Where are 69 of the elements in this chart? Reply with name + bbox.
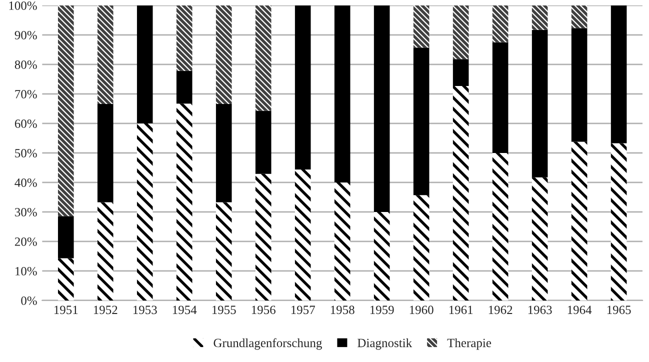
bar [492, 42, 508, 153]
y-tick-label: 30% [15, 208, 37, 216]
y-tick-label: 60% [14, 119, 37, 128]
x-tick-label: 1955 [212, 306, 236, 314]
bar [413, 195, 430, 300]
y-tick-label: 70% [15, 90, 37, 98]
y-tick-label: 90% [14, 30, 37, 40]
x-tick-label: 1957 [291, 306, 315, 314]
x-tick-label: 1956 [252, 306, 276, 314]
bar [294, 169, 311, 300]
bar [571, 28, 588, 142]
x-tick-label: 1960 [410, 306, 434, 314]
bar [610, 5, 627, 144]
bar [294, 5, 311, 170]
x-tick-label: 1954 [172, 306, 197, 314]
bar [58, 258, 74, 300]
bar [610, 143, 627, 300]
x-tick-label: 1958 [330, 306, 354, 314]
bar [571, 142, 588, 300]
x-tick-label: 1952 [94, 306, 118, 314]
bar [176, 104, 192, 300]
bar [97, 5, 114, 104]
y-tick-label: 20% [14, 237, 37, 246]
y-tick-label: 80% [14, 60, 37, 69]
bar [255, 110, 272, 174]
bar [176, 70, 192, 104]
bar [334, 5, 350, 182]
bar [58, 5, 74, 216]
bar [176, 5, 192, 71]
bar [216, 202, 232, 300]
legend-label: Grundlagenforschung [214, 338, 322, 350]
bar [58, 216, 74, 258]
bar [452, 86, 469, 300]
bar [255, 5, 272, 111]
bar [216, 104, 232, 202]
bar [255, 174, 272, 300]
bar [334, 182, 350, 300]
bar [216, 5, 232, 104]
y-tick-label: 100% [9, 1, 37, 10]
bar [452, 59, 469, 86]
x-tick-label: 1962 [488, 306, 512, 314]
bar [571, 5, 588, 28]
legend-label: Diagnostik [358, 338, 412, 350]
x-tick-label: 1965 [607, 306, 631, 314]
bar [374, 212, 390, 300]
bar [452, 5, 469, 60]
bar [492, 5, 508, 42]
x-tick-label: 1953 [133, 306, 157, 314]
y-tick-label: 40% [14, 178, 37, 187]
bar [532, 5, 548, 30]
y-tick-label: 0% [21, 296, 37, 305]
x-tick-label: 1964 [568, 306, 592, 314]
x-tick-label: 1951 [54, 306, 78, 314]
y-tick-label: 10% [16, 266, 37, 276]
bar [413, 48, 430, 196]
bar [97, 202, 114, 300]
bar [136, 5, 153, 124]
bar [97, 104, 114, 202]
bar [532, 177, 548, 300]
bar [374, 5, 390, 212]
y-tick-label: 50% [15, 148, 37, 158]
x-tick-label: 1961 [449, 306, 473, 314]
bar [413, 5, 430, 48]
legend-label: Therapie [447, 338, 492, 350]
bar [136, 123, 153, 300]
bar [492, 152, 508, 300]
bar [532, 30, 548, 178]
x-tick-label: 1963 [528, 306, 552, 314]
x-tick-label: 1959 [370, 306, 394, 314]
